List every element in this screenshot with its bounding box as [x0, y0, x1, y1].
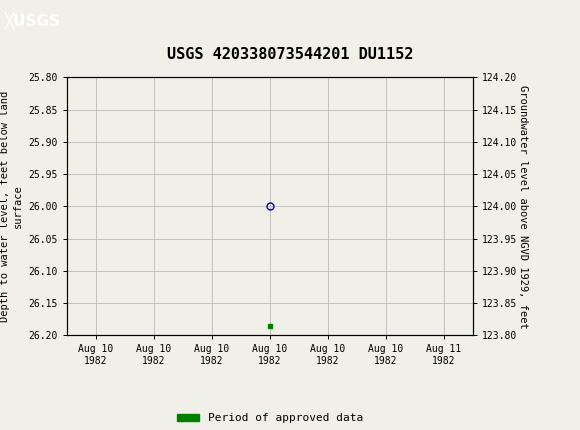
Text: ╳USGS: ╳USGS: [5, 12, 61, 29]
Legend: Period of approved data: Period of approved data: [172, 409, 367, 428]
Text: USGS 420338073544201 DU1152: USGS 420338073544201 DU1152: [167, 47, 413, 62]
Y-axis label: Groundwater level above NGVD 1929, feet: Groundwater level above NGVD 1929, feet: [518, 85, 528, 328]
Y-axis label: Depth to water level, feet below land
surface: Depth to water level, feet below land su…: [1, 91, 23, 322]
